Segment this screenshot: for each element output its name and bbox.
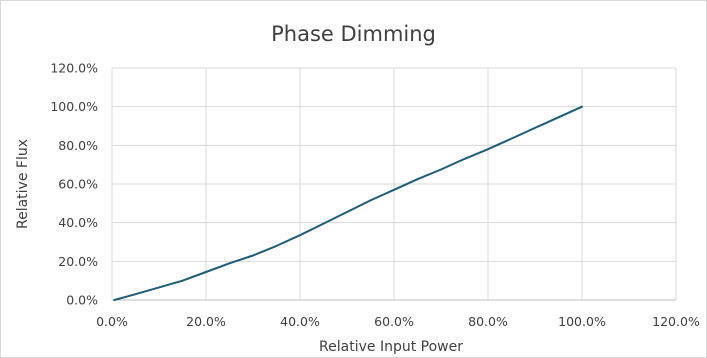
- y-tick-label: 100.0%: [50, 99, 98, 114]
- x-tick-label: 40.0%: [280, 314, 320, 329]
- y-tick-label: 80.0%: [58, 138, 98, 153]
- y-tick-label: 40.0%: [58, 215, 98, 230]
- x-tick-label: 80.0%: [468, 314, 508, 329]
- x-tick-label: 20.0%: [186, 314, 226, 329]
- y-tick-label: 120.0%: [50, 61, 98, 76]
- chart-title: Phase Dimming: [271, 22, 436, 46]
- x-axis-title: Relative Input Power: [319, 339, 463, 355]
- x-tick-label: 60.0%: [374, 314, 414, 329]
- x-axis-ticks: 0.0% 20.0% 40.0% 60.0% 80.0% 100.0% 120.0%: [96, 314, 700, 329]
- y-tick-label: 60.0%: [58, 177, 98, 192]
- y-axis-ticks: 0.0% 20.0% 40.0% 60.0% 80.0% 100.0% 120.0%: [50, 61, 98, 308]
- x-tick-label: 120.0%: [652, 314, 700, 329]
- y-tick-label: 0.0%: [66, 293, 98, 308]
- x-tick-label: 100.0%: [558, 314, 606, 329]
- y-tick-label: 20.0%: [58, 254, 98, 269]
- series-layer: [113, 105, 583, 301]
- y-axis-title: Relative Flux: [15, 139, 31, 229]
- x-tick-label: 0.0%: [96, 314, 128, 329]
- series-line: [113, 105, 583, 301]
- grid-lines: [111, 67, 677, 301]
